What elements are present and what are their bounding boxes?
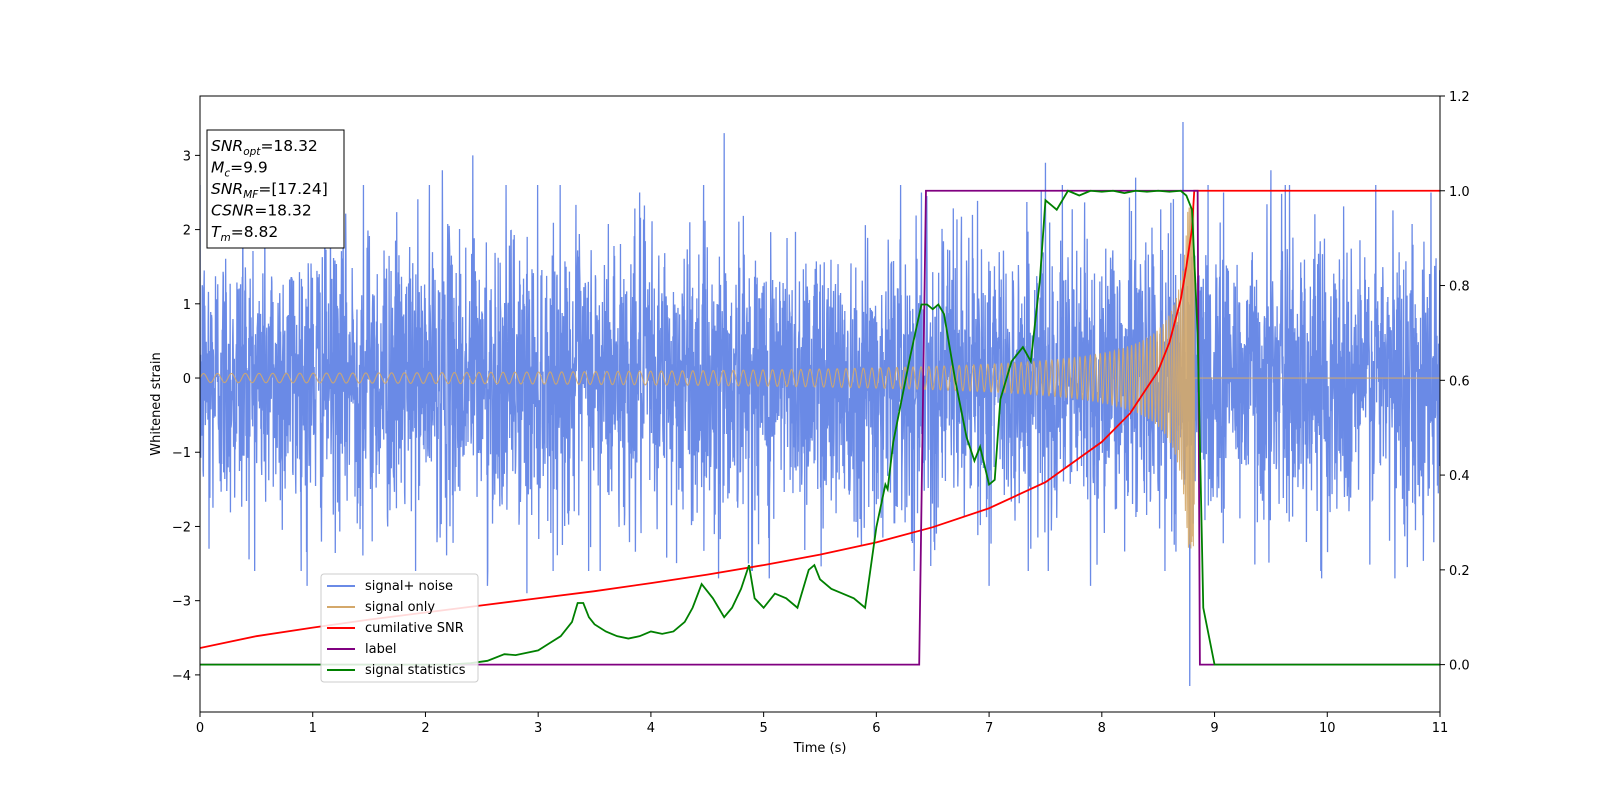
legend-frame <box>320 573 479 683</box>
y-left-tick-label: −2 <box>172 520 191 535</box>
x-tick-label: 10 <box>1319 721 1336 736</box>
y-right-tick-label: 0.2 <box>1449 564 1470 579</box>
annotation-line: CSNR=18.32 <box>211 202 312 220</box>
legend-entry: signal+ noise <box>327 579 453 594</box>
y-right-tick-label: 0.4 <box>1449 469 1470 484</box>
x-tick-label: 1 <box>309 721 317 736</box>
y-right-tick-label: 0.6 <box>1449 374 1470 389</box>
x-tick-label: 2 <box>421 721 429 736</box>
annotation-lines: SNRopt=18.32Mc=9.9SNRMF=[17.24]CSNR=18.3… <box>211 137 328 244</box>
y-left-tick-label: 0 <box>183 372 191 387</box>
annotation-symbol: CSNR <box>211 202 254 220</box>
legend-entry: signal statistics <box>327 663 466 678</box>
y-left-tick-label: 1 <box>183 298 191 313</box>
series-signal-noise <box>200 121 1440 687</box>
annotation-subscript: m <box>220 232 230 244</box>
annotation-symbol: SNR <box>211 180 243 198</box>
legend-entry: label <box>327 642 396 657</box>
annotation-subscript: MF <box>243 189 259 201</box>
annotation-line: SNRopt=18.32 <box>211 137 318 158</box>
annotation-subscript: c <box>224 168 230 180</box>
x-tick-label: 11 <box>1432 721 1449 736</box>
legend-label: signal statistics <box>365 663 466 678</box>
legend: signal+ noise signal only cumilative SNR la… <box>320 573 479 683</box>
legend-entry: signal only <box>327 600 435 615</box>
annotation-value: =18.32 <box>260 137 317 155</box>
annotation-line: SNRMF=[17.24] <box>211 180 328 201</box>
y-left-tick-label: −3 <box>172 595 191 610</box>
annotation-symbol: SNR <box>211 137 243 155</box>
x-tick-label: 8 <box>1098 721 1106 736</box>
x-axis: 0 1 2 3 4 5 6 7 8 9 10 11 <box>196 712 1448 736</box>
annotation-line: Tm=8.82 <box>211 223 278 244</box>
annotation-value: =8.82 <box>231 223 279 241</box>
axes-frame <box>199 95 1441 713</box>
y-left-tick-label: −1 <box>172 446 191 461</box>
legend-entry: cumilative SNR <box>327 621 464 636</box>
annotation-value: =[17.24] <box>258 180 327 198</box>
annotation-line: Mc=9.9 <box>211 159 268 180</box>
x-tick-label: 7 <box>985 721 993 736</box>
y-right-tick-label: 1.2 <box>1449 90 1470 105</box>
y-right-tick-label: 0.0 <box>1449 659 1470 674</box>
annotation-value: =18.32 <box>254 202 311 220</box>
x-tick-label: 6 <box>872 721 880 736</box>
x-tick-label: 5 <box>759 721 767 736</box>
y-axis-title: Whitened strain <box>149 352 164 455</box>
y-left-tick-label: −4 <box>172 669 191 684</box>
x-tick-label: 0 <box>196 721 204 736</box>
annotation-box: SNRopt=18.32Mc=9.9SNRMF=[17.24]CSNR=18.3… <box>206 129 345 249</box>
annotation-frame <box>206 129 345 249</box>
legend-label: cumilative SNR <box>365 621 464 636</box>
x-tick-label: 3 <box>534 721 542 736</box>
series-line <box>200 207 1440 549</box>
annotation-symbol: T <box>211 223 222 241</box>
series-line <box>200 189 1440 666</box>
annotation-value: =9.9 <box>230 159 268 177</box>
legend-label: signal only <box>365 600 435 615</box>
legend-entries: signal+ noise signal only cumilative SNR la… <box>327 579 466 678</box>
y-axis-right: 0.0 0.2 0.4 0.6 0.8 1.0 1.2 <box>1440 90 1470 674</box>
series-line <box>200 121 1440 687</box>
legend-label: signal+ noise <box>365 579 453 594</box>
y-right-tick-label: 1.0 <box>1449 185 1470 200</box>
annotation-subscript: opt <box>243 146 261 158</box>
y-axis-left: −4 −3 −2 −1 0 1 2 3 <box>172 149 200 684</box>
x-tick-label: 9 <box>1210 721 1218 736</box>
x-axis-title: Time (s) <box>793 741 847 756</box>
x-tick-label: 4 <box>647 721 655 736</box>
y-left-tick-label: 3 <box>183 149 191 164</box>
y-right-tick-label: 0.8 <box>1449 280 1470 295</box>
series-signal-statistics <box>200 189 1440 666</box>
series-signal-only <box>200 207 1440 549</box>
annotation-symbol: M <box>211 159 224 177</box>
y-left-tick-label: 2 <box>183 224 191 239</box>
legend-label: label <box>365 642 396 657</box>
